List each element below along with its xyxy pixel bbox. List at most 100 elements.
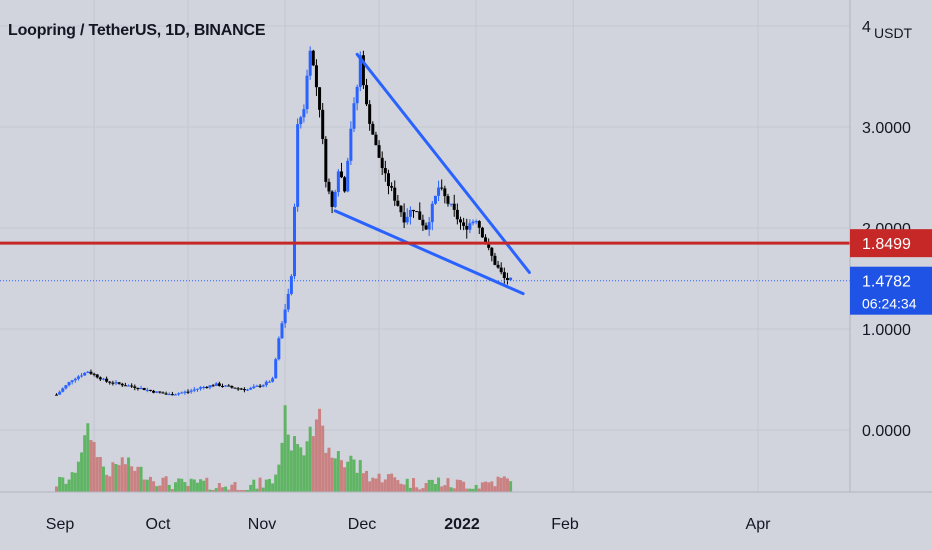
candle-body [346, 160, 350, 192]
volume-bar [465, 488, 469, 492]
volume-bar [158, 485, 162, 492]
volume-bar [502, 476, 506, 492]
time-tick-label: Nov [248, 516, 276, 533]
candle-body [236, 388, 240, 390]
candle-body [383, 168, 387, 174]
candle-body [299, 117, 303, 125]
volume-bar [346, 461, 350, 492]
volume-bar [155, 486, 159, 492]
volume-bar [230, 484, 234, 492]
candle-body [352, 103, 356, 129]
candle-body [343, 177, 347, 192]
candle-body [458, 219, 462, 223]
candle-body [264, 381, 268, 386]
volume-bar [70, 472, 74, 492]
candle-body [58, 391, 62, 395]
volume-bar [271, 483, 275, 492]
price-unit-label: USDT [874, 25, 913, 41]
candle-body [174, 394, 178, 396]
current-price-tag [850, 266, 932, 315]
candle-body [509, 277, 513, 281]
candle-body [267, 381, 271, 383]
volume-bar [427, 479, 431, 492]
volume-bar [336, 451, 340, 492]
candle-body [462, 222, 466, 226]
candle-body [374, 134, 378, 146]
volume-bar [493, 486, 497, 492]
volume-bar [64, 483, 68, 492]
candle-body [474, 221, 478, 223]
volume-bar [180, 478, 184, 492]
candle-body [261, 385, 265, 387]
volume-bar [55, 486, 59, 492]
volume-bar [458, 480, 462, 492]
volume-bar [455, 479, 459, 492]
volume-bar [174, 482, 178, 492]
candle-body [452, 203, 456, 210]
candle-body [405, 216, 409, 223]
candle-body [80, 375, 84, 377]
candle-body [496, 264, 500, 268]
volume-bar [105, 474, 109, 492]
candle-body [330, 191, 334, 207]
candle-body [437, 187, 441, 196]
candle-body [136, 387, 140, 389]
candle-body [433, 195, 437, 204]
candle-body [421, 219, 425, 226]
candle-body [186, 391, 190, 393]
candle-body [155, 391, 159, 393]
volume-bar [236, 490, 240, 492]
candle-body [396, 200, 400, 206]
candle-body [487, 244, 491, 248]
volume-bar [108, 476, 112, 492]
volume-bar [368, 481, 372, 492]
candle-body [145, 389, 149, 391]
candle-body [252, 386, 256, 389]
volume-bar [339, 460, 343, 492]
volume-bar [311, 436, 315, 492]
candle-body [477, 221, 481, 228]
volume-bar [161, 477, 165, 492]
volume-bar [142, 479, 146, 492]
volume-bar [361, 473, 365, 492]
volume-bar [430, 479, 434, 492]
candle-body [402, 212, 406, 223]
volume-bar [133, 470, 137, 492]
volume-bar [496, 476, 500, 492]
candle-body [305, 75, 309, 110]
candle-body [399, 205, 403, 213]
candle-body [211, 385, 215, 387]
volume-bar [242, 490, 246, 492]
candle-body [73, 378, 77, 381]
price-tick-label: 3.0000 [862, 120, 911, 137]
candle-body [333, 192, 337, 207]
candle-body [227, 385, 231, 387]
candle-body [70, 380, 74, 383]
candle-body [296, 124, 300, 207]
volume-bar [374, 478, 378, 492]
candle-body [311, 50, 315, 66]
volume-bar [314, 419, 318, 492]
volume-bar [386, 474, 390, 492]
candle-body [440, 187, 444, 189]
candle-body [408, 209, 412, 217]
volume-bar [424, 483, 428, 492]
volume-bar [170, 489, 174, 492]
candle-body [98, 377, 102, 380]
candle-body [349, 128, 353, 161]
candle-body [271, 378, 275, 382]
current-price-label: 1.4782 [862, 274, 911, 291]
volume-bar [480, 482, 484, 492]
volume-bar [333, 458, 337, 492]
volume-bar [433, 484, 437, 492]
volume-bar [318, 408, 322, 492]
volume-bar [452, 488, 456, 492]
volume-bar [136, 466, 140, 492]
volume-bar [349, 455, 353, 492]
volume-bar [117, 465, 121, 492]
volume-bar [183, 482, 187, 492]
candle-body [158, 391, 162, 393]
volume-bar [477, 488, 481, 492]
